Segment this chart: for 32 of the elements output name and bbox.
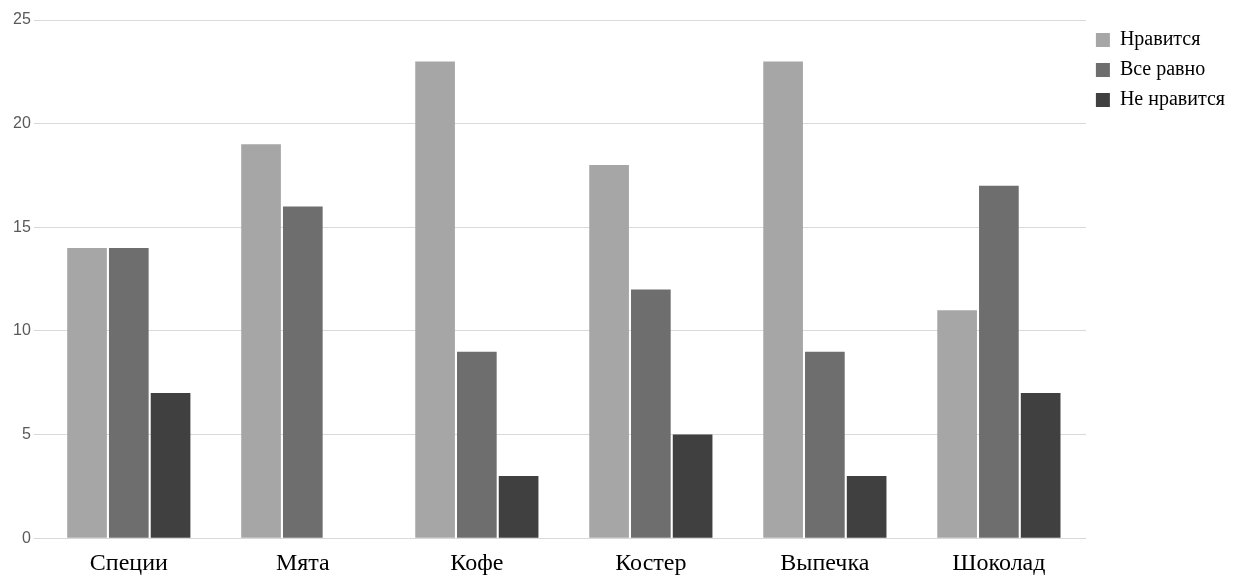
- bar: [67, 248, 107, 538]
- bar: [937, 310, 977, 538]
- bar: [846, 476, 887, 538]
- bar: [672, 434, 713, 538]
- x-tick-label: Мята: [275, 548, 331, 575]
- bar: [150, 393, 191, 538]
- bar: [282, 206, 323, 538]
- y-tick-label: 15: [13, 217, 31, 235]
- bar: [1020, 393, 1061, 538]
- bar: [631, 289, 671, 538]
- x-tick-label: Костер: [615, 548, 687, 575]
- bar: [979, 185, 1019, 538]
- x-tick-label: Специи: [89, 548, 168, 575]
- bar: [415, 61, 455, 538]
- bar: [763, 61, 803, 538]
- y-tick-label: 10: [13, 321, 31, 339]
- bar: [805, 351, 845, 538]
- y-tick-label: 5: [21, 424, 31, 442]
- legend-label: Все равно: [1119, 57, 1206, 81]
- x-tick-label: Выпечка: [780, 548, 870, 575]
- legend-label: Не нравится: [1119, 87, 1225, 111]
- y-tick-label: 20: [13, 114, 31, 132]
- bar: [589, 165, 629, 538]
- bar: [457, 351, 497, 538]
- y-tick-label: 0: [21, 528, 31, 546]
- y-tick-label: 25: [13, 10, 31, 28]
- x-tick-label: Шоколад: [952, 548, 1046, 575]
- bar: [498, 476, 539, 538]
- bar: [241, 144, 281, 538]
- x-tick-label: Кофе: [450, 548, 504, 575]
- legend-label: Нравится: [1119, 27, 1201, 51]
- bar: [108, 248, 149, 538]
